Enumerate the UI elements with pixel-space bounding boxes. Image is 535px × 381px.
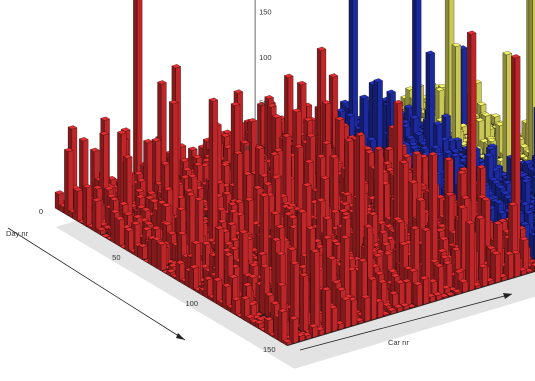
bar-top-face <box>220 133 231 138</box>
bar-front-face <box>119 218 125 247</box>
bar <box>63 147 74 216</box>
day-axis-arrowhead <box>176 333 185 340</box>
bar <box>138 243 148 261</box>
bar-side-face <box>133 0 138 188</box>
bar <box>91 197 102 233</box>
bar-side-face <box>110 210 115 244</box>
bar <box>73 187 83 222</box>
car-axis-arrow <box>299 293 513 351</box>
bar-front-face <box>455 45 462 148</box>
bar-top-face <box>54 190 65 195</box>
bar <box>451 42 462 148</box>
bar-side-face <box>54 191 59 211</box>
bar-top-face <box>67 125 78 130</box>
axes <box>7 0 513 351</box>
bar-side-face <box>124 228 129 252</box>
bar-top-face <box>78 137 89 142</box>
bar <box>124 227 135 252</box>
bar-side-face <box>425 52 430 155</box>
bar-side-face <box>257 103 262 151</box>
bar-side-face <box>115 217 120 247</box>
bar-front-face <box>142 245 148 261</box>
bar-side-face <box>82 185 87 228</box>
bar <box>412 0 422 132</box>
bar-side-face <box>73 188 78 222</box>
bar-side-face <box>369 166 374 200</box>
bar-side-face <box>64 149 69 216</box>
bar <box>82 184 93 228</box>
bar-front-face <box>461 47 468 132</box>
bar-side-face <box>451 44 456 148</box>
bar-top-face <box>100 116 110 121</box>
bar-front-face <box>67 150 74 216</box>
bar-side-face <box>92 199 97 233</box>
bar-front-face <box>456 139 462 150</box>
bar-side-face <box>412 0 417 132</box>
bar <box>133 0 143 188</box>
bars <box>54 0 535 346</box>
bar-front-face <box>128 229 134 252</box>
car-axis-arrowhead <box>503 293 512 299</box>
bar-side-face <box>138 245 143 261</box>
bar-front-face <box>86 186 92 227</box>
bar-front-face <box>136 0 143 187</box>
day-axis-arrow <box>7 227 186 341</box>
bar-front-face <box>415 0 422 132</box>
bar-front-face <box>77 189 83 222</box>
bar <box>115 216 125 247</box>
